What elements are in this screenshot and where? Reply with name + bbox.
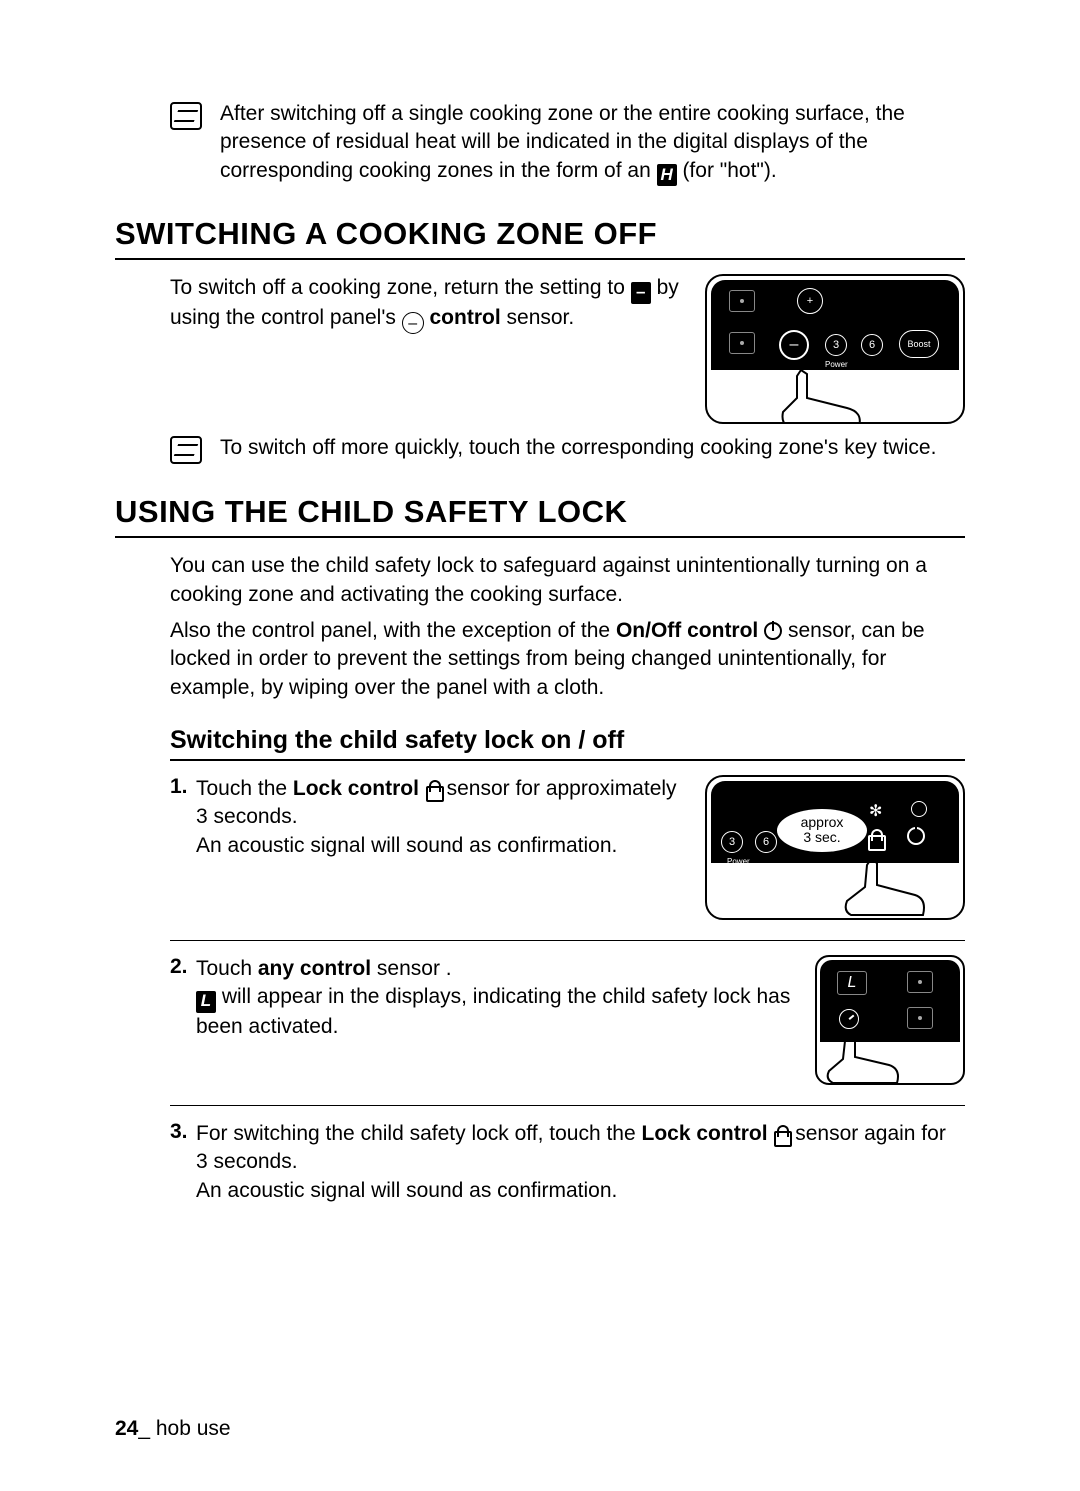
step-3: 3. For switching the child safety lock o…	[115, 1120, 965, 1205]
lock-icon	[425, 780, 441, 798]
level-3-icon: 3	[721, 831, 743, 853]
level-3-icon: 3	[825, 334, 847, 356]
step-1-body: Touch the Lock control sensor for approx…	[196, 775, 705, 860]
heading-switching-off: SWITCHING A COOKING ZONE OFF	[115, 216, 965, 260]
st1-a: Touch the	[196, 777, 293, 800]
st2-c: sensor .	[377, 957, 452, 980]
step-2-body: Touch any control sensor . L will appear…	[196, 955, 815, 1041]
page-footer: 24_ hob use	[115, 1417, 231, 1441]
pause-icon	[911, 801, 927, 822]
heading-child-lock: USING THE CHILD SAFETY LOCK	[115, 494, 965, 538]
s1-a: To switch off a cooking zone, return the…	[170, 276, 631, 299]
st3-a: For switching the child safety lock off,…	[196, 1122, 642, 1145]
bubble-l1: approx	[791, 815, 853, 830]
separator	[170, 940, 965, 941]
s2-p2: Also the control panel, with the excepti…	[115, 617, 965, 702]
footer-label: _ hob use	[138, 1417, 230, 1440]
st1-d: An acoustic signal will sound as confirm…	[196, 834, 617, 857]
step-2: 2. Touch any control sensor . L will app…	[115, 955, 965, 1085]
hand-icon	[837, 859, 927, 919]
boost-icon: Boost	[899, 330, 939, 358]
hand-icon	[823, 1035, 903, 1085]
note2-text: To switch off more quickly, touch the co…	[220, 434, 936, 462]
note-text: After switching off a single cooking zon…	[220, 100, 965, 186]
l-glyph-icon: L	[196, 991, 216, 1013]
note-icon	[170, 102, 202, 130]
s2-p2-a: Also the control panel, with the excepti…	[170, 619, 616, 642]
note-icon	[170, 436, 202, 464]
power-label: Power	[727, 857, 750, 866]
s1-c: control	[430, 306, 501, 329]
step-1: 1. Touch the Lock control sensor for app…	[115, 775, 965, 920]
st3-b: Lock control	[642, 1122, 768, 1145]
bubble-l2: 3 sec.	[791, 830, 853, 845]
hand-icon	[777, 368, 867, 424]
s2-p2-b: On/Off control	[616, 619, 758, 642]
step-3-body: For switching the child safety lock off,…	[196, 1120, 965, 1205]
hot-glyph-icon: H	[657, 164, 677, 186]
timer-icon	[839, 1009, 859, 1034]
note-residual-heat: After switching off a single cooking zon…	[115, 100, 965, 186]
page-number: 24	[115, 1417, 138, 1440]
section1-text: To switch off a cooking zone, return the…	[170, 274, 705, 334]
st3-d: An acoustic signal will sound as confirm…	[196, 1179, 617, 1202]
step-1-num: 1.	[170, 775, 196, 799]
brightness-icon: ✻	[869, 801, 882, 821]
st2-b: any control	[258, 957, 371, 980]
note1-a: After switching off a single cooking zon…	[220, 102, 905, 182]
step-3-num: 3.	[170, 1120, 196, 1144]
power-icon	[764, 622, 782, 640]
level-6-icon: 6	[861, 334, 883, 356]
illustration-lock-display: L	[815, 955, 965, 1085]
display-l-icon: L	[837, 971, 867, 995]
st2-a: Touch	[196, 957, 258, 980]
s1-d: sensor.	[507, 306, 575, 329]
st2-d: will appear in the displays, indicating …	[196, 985, 790, 1037]
note1-b: (for "hot").	[682, 159, 776, 182]
note-quick-off: To switch off more quickly, touch the co…	[115, 434, 965, 464]
dash-glyph-icon: –	[631, 282, 651, 304]
plus-icon: +	[797, 288, 823, 314]
lock-icon	[773, 1125, 789, 1143]
minus-icon: –	[779, 330, 809, 360]
power-icon	[907, 827, 925, 847]
illustration-switch-off: + – 3 6 Boost Power	[705, 274, 965, 424]
step-2-num: 2.	[170, 955, 196, 979]
st1-b: Lock control	[293, 777, 419, 800]
level-6-icon: 6	[755, 831, 777, 853]
lock-icon	[867, 829, 883, 849]
section1-row: To switch off a cooking zone, return the…	[115, 274, 965, 424]
illustration-lock-on: 3 6 Power ✻ approx 3 sec.	[705, 775, 965, 920]
separator	[170, 1105, 965, 1106]
bubble-3sec: approx 3 sec.	[777, 809, 867, 852]
s2-p1: You can use the child safety lock to saf…	[115, 552, 965, 609]
minus-button-icon: –	[402, 312, 424, 334]
subheading-lock-onoff: Switching the child safety lock on / off	[170, 726, 965, 761]
